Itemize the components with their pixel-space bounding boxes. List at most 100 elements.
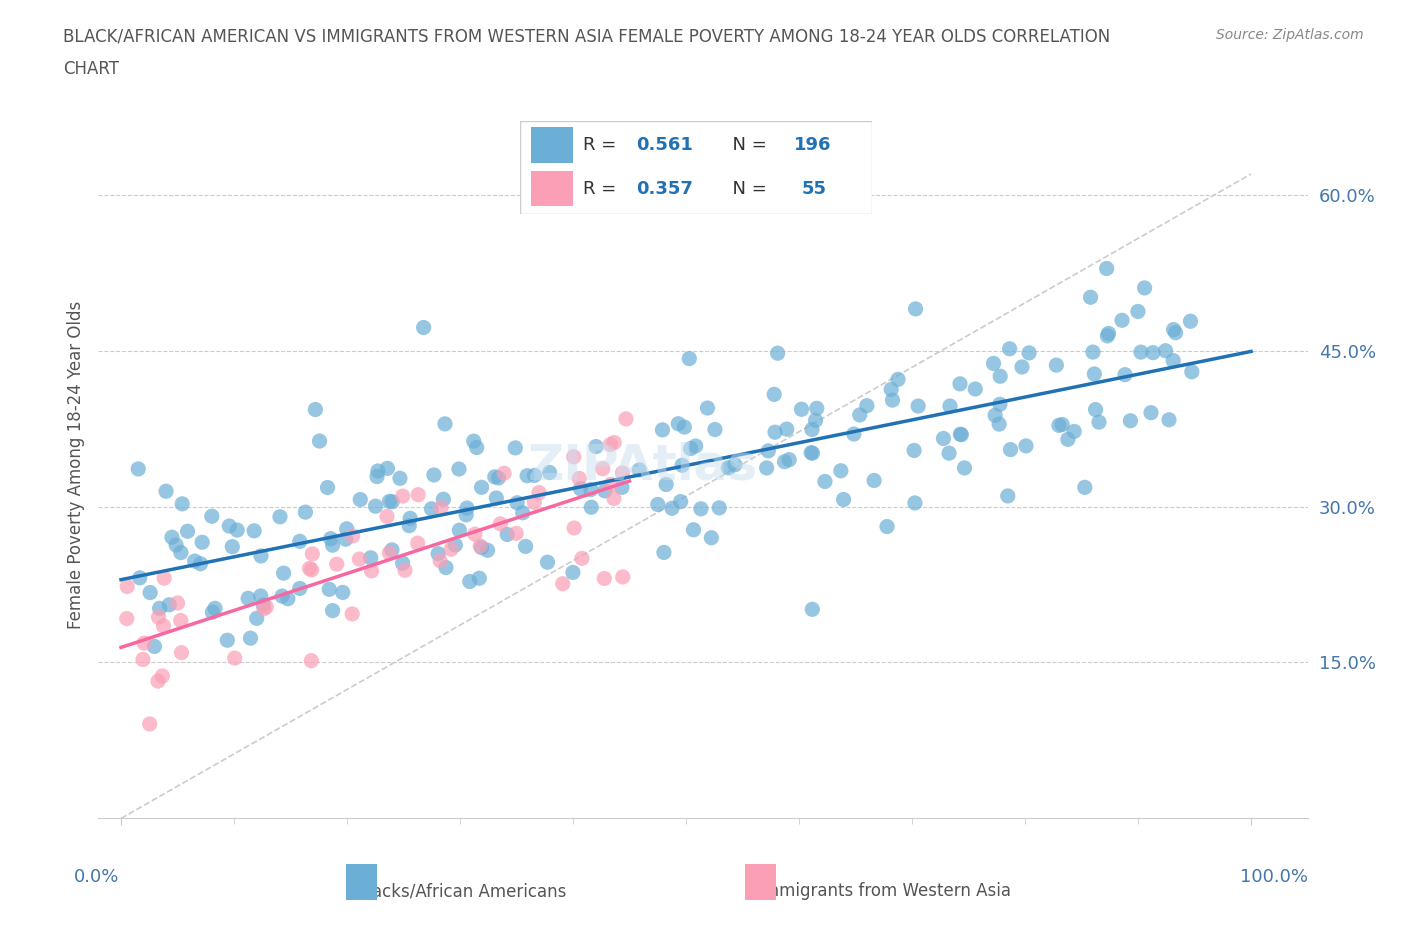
Point bbox=[1095, 261, 1118, 276]
Point bbox=[294, 505, 316, 520]
Point bbox=[755, 460, 778, 475]
Text: Immigrants from Western Asia: Immigrants from Western Asia bbox=[758, 882, 1011, 900]
Point bbox=[190, 556, 212, 571]
Point bbox=[489, 516, 512, 531]
Point bbox=[398, 518, 420, 533]
Point bbox=[678, 352, 700, 366]
Text: 0.561: 0.561 bbox=[637, 136, 693, 154]
Point bbox=[468, 571, 491, 586]
Point bbox=[988, 369, 1011, 384]
Point bbox=[149, 601, 172, 616]
Point bbox=[512, 505, 534, 520]
Point bbox=[378, 494, 401, 509]
Bar bbox=[531, 127, 574, 163]
Point bbox=[593, 484, 616, 498]
Point bbox=[243, 524, 266, 538]
Point bbox=[430, 500, 453, 515]
Point bbox=[152, 618, 174, 633]
Text: N =: N = bbox=[721, 179, 772, 198]
Point bbox=[434, 560, 457, 575]
Point bbox=[551, 577, 574, 591]
Point bbox=[647, 497, 669, 512]
Point bbox=[763, 387, 786, 402]
Point bbox=[661, 501, 683, 516]
Point bbox=[138, 716, 160, 731]
Point bbox=[523, 468, 546, 483]
Point bbox=[326, 557, 349, 572]
Point bbox=[170, 645, 193, 660]
Point bbox=[132, 652, 155, 667]
Point bbox=[134, 635, 156, 650]
Point bbox=[536, 555, 558, 570]
Point bbox=[217, 632, 239, 647]
Bar bbox=[531, 171, 574, 206]
Point bbox=[585, 439, 607, 454]
Point bbox=[463, 433, 485, 448]
Point bbox=[288, 534, 311, 549]
Point bbox=[932, 432, 955, 446]
Text: 0.0%: 0.0% bbox=[75, 868, 120, 886]
Point bbox=[340, 606, 363, 621]
Point bbox=[571, 551, 593, 565]
Point bbox=[433, 417, 456, 432]
Point bbox=[301, 563, 323, 578]
Point bbox=[423, 468, 446, 483]
Point bbox=[983, 356, 1005, 371]
Point bbox=[938, 445, 960, 460]
Text: 196: 196 bbox=[794, 136, 832, 154]
Point bbox=[1083, 366, 1105, 381]
Point bbox=[253, 602, 276, 617]
Point bbox=[671, 458, 693, 472]
Bar bbox=[346, 864, 377, 899]
Point bbox=[776, 421, 799, 436]
Point bbox=[204, 601, 226, 616]
Text: ZIPAtlas: ZIPAtlas bbox=[527, 441, 758, 489]
Point bbox=[882, 392, 904, 407]
Point bbox=[610, 480, 633, 495]
Point bbox=[458, 574, 481, 589]
Point bbox=[1119, 413, 1142, 428]
Point bbox=[652, 545, 675, 560]
Point bbox=[880, 382, 903, 397]
Point bbox=[494, 466, 516, 481]
Point bbox=[360, 551, 382, 565]
Point bbox=[856, 398, 879, 413]
Text: CHART: CHART bbox=[63, 60, 120, 78]
Point bbox=[953, 460, 976, 475]
Point bbox=[432, 492, 454, 507]
Point bbox=[277, 591, 299, 606]
Point bbox=[456, 500, 478, 515]
Point bbox=[465, 440, 488, 455]
Point bbox=[115, 611, 138, 626]
Point bbox=[804, 413, 827, 428]
Point bbox=[239, 631, 262, 645]
Point bbox=[183, 553, 205, 568]
Point bbox=[904, 496, 927, 511]
Point bbox=[988, 397, 1011, 412]
Point bbox=[143, 639, 166, 654]
Point bbox=[224, 651, 246, 666]
Point bbox=[172, 497, 194, 512]
Point bbox=[1063, 424, 1085, 439]
Point bbox=[1047, 418, 1070, 432]
Point bbox=[949, 377, 972, 392]
Point bbox=[201, 509, 224, 524]
Text: 55: 55 bbox=[801, 179, 827, 198]
Point bbox=[988, 417, 1011, 432]
Point bbox=[696, 401, 718, 416]
Point bbox=[381, 542, 404, 557]
Point bbox=[603, 491, 626, 506]
Point bbox=[685, 439, 707, 454]
Point bbox=[1111, 312, 1133, 327]
Point bbox=[349, 551, 371, 566]
Point bbox=[485, 490, 508, 505]
Point bbox=[1161, 353, 1184, 368]
Point bbox=[477, 543, 499, 558]
Point bbox=[271, 589, 294, 604]
Point bbox=[700, 530, 723, 545]
Point bbox=[505, 526, 527, 541]
Point bbox=[863, 473, 886, 488]
Point bbox=[332, 585, 354, 600]
Point bbox=[378, 546, 401, 561]
Y-axis label: Female Poverty Among 18-24 Year Olds: Female Poverty Among 18-24 Year Olds bbox=[66, 301, 84, 629]
